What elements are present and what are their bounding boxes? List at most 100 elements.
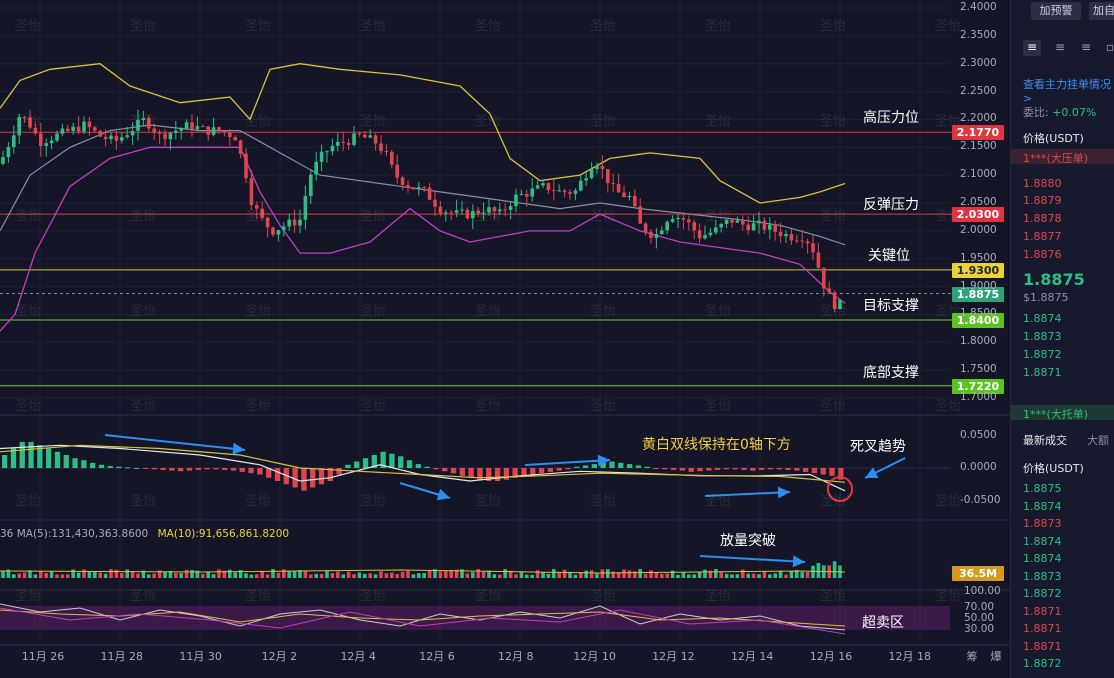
- trade-row: 1.8871: [1023, 639, 1062, 653]
- candle-body: [546, 183, 551, 191]
- volume-bar: [384, 573, 389, 578]
- volume-bar: [157, 570, 162, 578]
- watermark: 圣怡: [360, 304, 387, 319]
- macd-bar: [829, 468, 835, 476]
- ask-1[interactable]: 1.8880: [1023, 177, 1062, 190]
- candle-body: [589, 169, 594, 179]
- macd-bar: [72, 458, 78, 468]
- tab-latest-trades[interactable]: 最新成交: [1023, 434, 1067, 447]
- candle-body: [778, 231, 783, 237]
- candle-body: [816, 252, 821, 268]
- book-bids-icon[interactable]: ≡: [1054, 40, 1066, 54]
- macd-bar: [512, 468, 518, 478]
- volume-bar: [6, 569, 11, 578]
- macd-bar: [151, 468, 157, 470]
- candle-body: [271, 227, 275, 235]
- volume-bar: [303, 570, 308, 578]
- watermark: 圣怡: [245, 114, 272, 129]
- candle-body: [838, 299, 842, 309]
- candle-body: [39, 133, 43, 146]
- volume-bar: [460, 569, 464, 578]
- ask-5[interactable]: 1.8876: [1023, 248, 1062, 261]
- volume-bar: [341, 574, 345, 578]
- volume-bar: [395, 574, 399, 578]
- watermark: 圣怡: [935, 399, 962, 414]
- volume-bar: [314, 573, 318, 578]
- order-book-panel: 加预警 加自 ≡ ≡ ≡ ▫ 查看主力挂单情况 > 委比: +0.07% 价格(…: [1010, 0, 1114, 678]
- volume-bar: [519, 571, 524, 578]
- macd-bar: [811, 468, 818, 474]
- volume-bar: [562, 569, 567, 578]
- candle-body: [114, 135, 119, 141]
- macd-bar: [134, 468, 140, 469]
- arrow-macd-flat: [704, 486, 791, 499]
- watermark: 圣怡: [475, 209, 502, 224]
- book-both-icon[interactable]: ≡: [1023, 40, 1041, 56]
- ma10-legend: MA(10):91,656,861.8200: [157, 528, 290, 540]
- candle-body: [719, 223, 723, 228]
- macd-bar: [635, 465, 642, 468]
- ask-3[interactable]: 1.8878: [1023, 212, 1062, 225]
- price-chart[interactable]: [0, 0, 1010, 678]
- volume-bar: [325, 570, 329, 578]
- bid-2[interactable]: 1.8873: [1023, 330, 1062, 343]
- candle-body: [33, 127, 38, 134]
- macd-bar: [46, 448, 52, 468]
- macd-bar: [116, 466, 122, 468]
- macd-bar: [2, 455, 8, 468]
- bottom-label-liq[interactable]: 爆: [990, 650, 1002, 663]
- candle-body: [201, 126, 205, 128]
- annotation-high-pressure: 高压力位: [863, 110, 919, 126]
- time-tick: 12月 10: [573, 650, 616, 663]
- candle-body: [109, 135, 113, 140]
- candle-body: [692, 222, 696, 231]
- macd-bar: [820, 468, 826, 475]
- add-alert-button[interactable]: 加预警: [1031, 2, 1081, 20]
- tab-big-trades[interactable]: 大额: [1087, 434, 1109, 447]
- candle-body: [811, 243, 815, 253]
- candle-body: [746, 224, 750, 231]
- add-watch-button[interactable]: 加自: [1089, 2, 1114, 20]
- candle-body: [303, 196, 308, 220]
- ask-4[interactable]: 1.8877: [1023, 230, 1062, 243]
- candle-body: [292, 219, 297, 226]
- volume-bar: [627, 570, 632, 578]
- candle-body: [211, 127, 216, 135]
- watermark: 圣怡: [705, 114, 732, 129]
- volume-bar: [773, 573, 777, 578]
- macd-bar: [142, 468, 149, 469]
- tag-rebound-pressure: 2.0300: [952, 207, 1004, 222]
- book-grid-icon[interactable]: ▫: [1105, 40, 1114, 54]
- volume-bar: [611, 571, 615, 578]
- candle-body: [741, 220, 745, 225]
- macd-bar: [362, 458, 369, 468]
- annotation-death-cross: 死叉趋势: [850, 439, 906, 455]
- bid-4[interactable]: 1.8871: [1023, 366, 1062, 379]
- macd-bar: [345, 464, 351, 468]
- bid-3[interactable]: 1.8872: [1023, 348, 1062, 361]
- candle-body: [784, 234, 788, 237]
- order-book-link[interactable]: 查看主力挂单情况 >: [1023, 78, 1111, 105]
- bottom-label-chip[interactable]: 筹: [966, 650, 978, 663]
- candle-body: [433, 199, 437, 207]
- volume-bar: [346, 571, 351, 578]
- watermark: 圣怡: [590, 209, 617, 224]
- annotation-target-support: 目标支撑: [863, 298, 919, 314]
- macd-bar: [222, 468, 228, 470]
- rsi-line-2: [0, 609, 846, 627]
- candle-body: [179, 128, 183, 131]
- price-tick: 2.4000: [960, 1, 997, 13]
- annotation-macd-note: 黄白双线保持在0轴下方: [642, 437, 791, 453]
- macd-bar: [310, 468, 316, 488]
- candle-body: [17, 116, 21, 136]
- price-tick: 2.0500: [960, 196, 997, 208]
- macd-bar: [503, 468, 509, 480]
- bid-1[interactable]: 1.8874: [1023, 312, 1062, 325]
- macd-bar: [591, 464, 598, 468]
- macd-tick: -0.0500: [960, 494, 1001, 506]
- volume-bar: [222, 570, 227, 578]
- book-asks-icon[interactable]: ≡: [1080, 40, 1092, 54]
- watermark: 圣怡: [590, 114, 617, 129]
- ask-2[interactable]: 1.8879: [1023, 194, 1062, 207]
- candle-body: [163, 133, 167, 140]
